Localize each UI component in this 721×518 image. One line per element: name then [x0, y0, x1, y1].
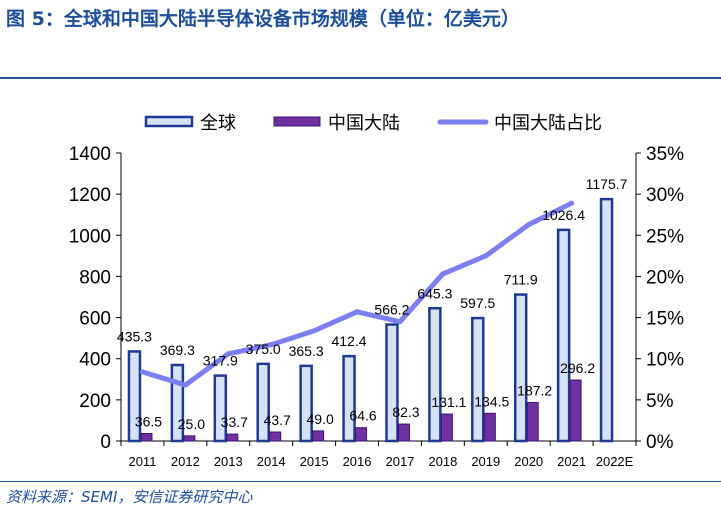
x-tick-label: 2016	[343, 454, 372, 469]
title-rule	[0, 77, 721, 79]
x-tick-label: 2021	[557, 454, 586, 469]
bar-china	[440, 413, 453, 442]
legend-label-china: 中国大陆	[328, 113, 400, 133]
data-label-china: 36.5	[135, 413, 162, 429]
source-note: 资料来源：SEMI，安信证券研究中心	[6, 488, 253, 506]
data-label-global: 412.4	[332, 333, 367, 349]
bar-china	[312, 430, 325, 442]
x-tick-label: 2018	[428, 454, 457, 469]
y-right-tick-label: 35%	[646, 144, 684, 165]
bar-global	[471, 316, 485, 443]
legend-label-global: 全球	[200, 113, 236, 133]
bar-china	[569, 379, 582, 442]
bar-china	[183, 435, 196, 442]
line-point-china-share	[268, 342, 274, 348]
data-label-global: 711.9	[504, 272, 538, 288]
data-label-china: 64.6	[349, 408, 376, 424]
line-point-china-share	[483, 253, 489, 259]
line-point-china-share	[182, 382, 188, 388]
data-label-global: 566.2	[374, 302, 409, 318]
data-label-global: 365.3	[289, 343, 324, 359]
y-left-tick-label: 0	[100, 432, 111, 453]
line-point-china-share	[139, 369, 145, 375]
y-left-tick-label: 400	[79, 350, 111, 371]
bar-global	[342, 354, 356, 443]
x-tick-label: 2012	[171, 454, 200, 469]
x-tick-label: 2022E	[596, 454, 634, 469]
line-point-china-share	[225, 351, 231, 357]
y-right-tick-label: 5%	[646, 391, 674, 412]
y-left-tick-label: 1400	[69, 144, 111, 165]
line-point-china-share	[526, 222, 532, 228]
y-right-tick-label: 0%	[646, 432, 674, 453]
y-right-tick-label: 10%	[646, 350, 684, 371]
y-left-tick-label: 600	[79, 309, 111, 330]
source-rule	[0, 481, 721, 482]
data-label-china: 25.0	[178, 416, 205, 432]
data-label-global: 369.3	[160, 342, 195, 358]
bar-china	[226, 433, 239, 442]
data-label-china: 131.1	[431, 394, 466, 410]
y-left-tick-label: 1200	[69, 185, 111, 206]
data-label-china: 296.2	[560, 360, 595, 376]
x-tick-label: 2015	[300, 454, 329, 469]
y-left-tick-label: 1000	[69, 226, 111, 247]
legend-swatch-china	[273, 116, 321, 127]
data-label-global: 375.0	[246, 341, 281, 357]
legend-label-share: 中国大陆占比	[494, 113, 602, 133]
data-label-china: 43.7	[264, 412, 291, 428]
line-point-china-share	[569, 200, 575, 206]
x-tick-label: 2020	[514, 454, 543, 469]
bar-global	[256, 362, 270, 443]
data-label-china: 33.7	[221, 414, 248, 430]
x-tick-label: 2017	[385, 454, 414, 469]
bar-china	[269, 431, 282, 442]
bar-global	[170, 363, 185, 443]
line-point-china-share	[440, 271, 446, 277]
data-label-china: 187.2	[517, 382, 552, 398]
data-label-global: 597.5	[460, 295, 495, 311]
x-tick-label: 2014	[257, 454, 286, 469]
line-point-china-share	[354, 309, 360, 315]
data-label-global: 435.3	[117, 328, 152, 344]
y-left-tick-label: 200	[79, 391, 111, 412]
y-right-tick-label: 20%	[646, 267, 684, 288]
bar-china	[483, 412, 496, 442]
x-tick-label: 2019	[471, 454, 500, 469]
data-label-global: 1175.7	[586, 176, 628, 192]
bar-global	[599, 197, 614, 443]
data-label-china: 49.0	[307, 411, 334, 427]
bar-china	[355, 427, 368, 442]
data-label-china: 82.3	[392, 404, 419, 420]
legend-swatch-global	[144, 115, 194, 128]
figure-title: 图 5：全球和中国大陆半导体设备市场规模（单位：亿美元）	[6, 8, 520, 30]
bar-global	[556, 228, 571, 443]
bar-china	[526, 401, 539, 442]
data-label-global: 317.9	[203, 353, 238, 369]
y-left-tick-label: 800	[79, 267, 111, 288]
bar-global	[513, 293, 528, 443]
bar-global	[127, 350, 142, 443]
bar-china	[140, 432, 153, 442]
data-label-global: 1026.4	[542, 207, 585, 223]
y-right-tick-label: 30%	[646, 185, 684, 206]
bar-global	[385, 323, 399, 443]
x-tick-label: 2013	[214, 454, 243, 469]
bar-china	[397, 423, 410, 442]
bar-global	[299, 364, 313, 443]
bar-global	[213, 374, 228, 443]
data-label-global: 645.3	[417, 285, 452, 301]
x-tick-label: 2011	[128, 454, 156, 469]
data-label-china: 134.5	[474, 393, 509, 409]
line-point-china-share	[397, 319, 403, 325]
y-right-tick-label: 25%	[646, 226, 684, 247]
line-point-china-share	[311, 328, 317, 334]
y-right-tick-label: 15%	[646, 309, 684, 330]
bar-global	[428, 307, 442, 443]
